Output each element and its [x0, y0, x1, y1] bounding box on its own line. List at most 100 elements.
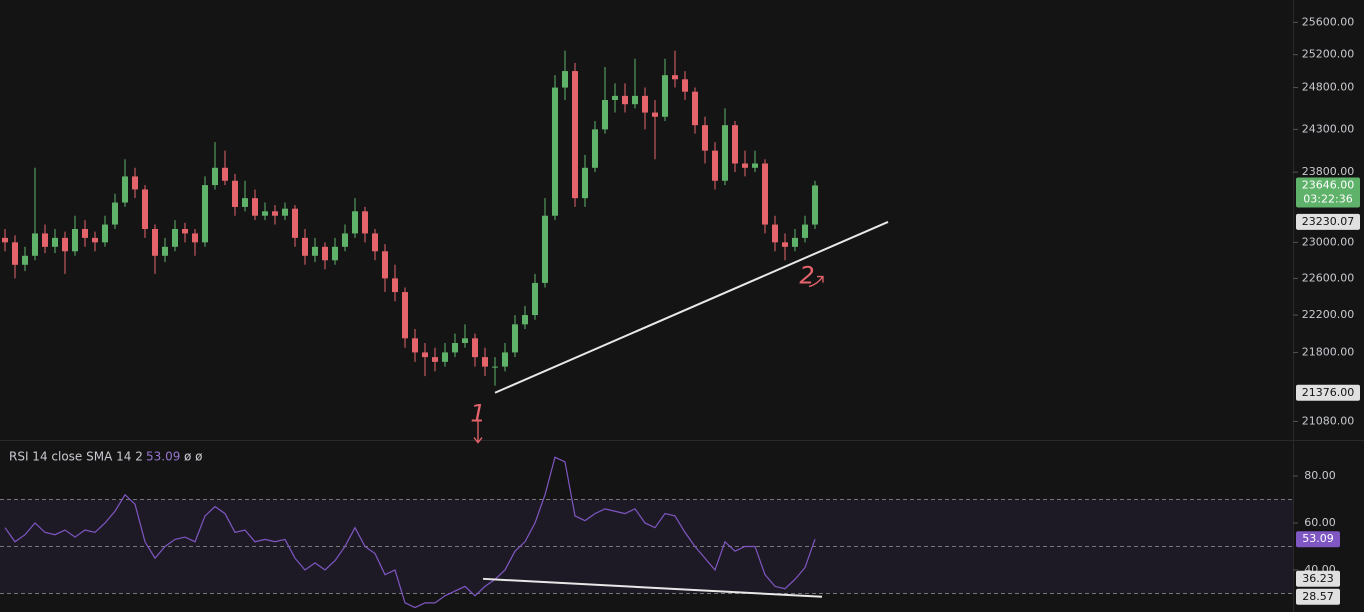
candle-body [362, 211, 368, 234]
candle-body [752, 163, 758, 168]
annotation-arrow [808, 275, 824, 288]
price-tag-label: 23230.07 [1302, 215, 1355, 228]
candle-body [702, 125, 708, 151]
candle-body [652, 112, 658, 117]
candle-body [52, 237, 58, 247]
candle-body [792, 237, 798, 247]
candle-body [472, 338, 478, 358]
candle-body [92, 237, 98, 243]
candle-body [112, 202, 118, 225]
last-price-tag [1296, 177, 1360, 208]
countdown: 03:22:36 [1303, 192, 1352, 205]
candle-body [22, 255, 28, 265]
candle-body [632, 95, 638, 105]
candle-body [222, 167, 228, 181]
price-tag-label: 21376.00 [1302, 386, 1355, 399]
candle-body [322, 246, 328, 261]
candle-body [742, 163, 748, 168]
candle-body [532, 282, 538, 316]
candle-body [382, 251, 388, 279]
candle-body [242, 198, 248, 207]
rsi-line [4, 456, 816, 609]
candle-body [172, 228, 178, 247]
y-tick-label: 21800.00 [1302, 345, 1355, 358]
candle-body [402, 292, 408, 339]
rsi-title: RSI 14 close SMA 14 2 [9, 450, 143, 464]
candle-body [72, 228, 78, 252]
y-tick-label: 23800.00 [1302, 165, 1355, 178]
y-tick-label: 22600.00 [1302, 271, 1355, 284]
candle-body [292, 208, 298, 238]
candle-body [262, 211, 268, 216]
candle-body [782, 242, 788, 247]
candle-body [232, 180, 238, 207]
candle-body [162, 246, 168, 256]
candle-body [582, 167, 588, 199]
candle-body [452, 343, 458, 353]
last-price-label: 23646.00 [1302, 178, 1355, 191]
candle-body [2, 237, 8, 243]
trendline [494, 220, 889, 394]
rsi-trend-tag [1296, 588, 1340, 605]
y-tick-label: 24800.00 [1302, 81, 1355, 94]
candle-body [672, 75, 678, 80]
candle-body [462, 338, 468, 344]
y-tick-label: 60.00 [1304, 516, 1336, 529]
candle-body [412, 338, 418, 353]
candle-body [212, 167, 218, 186]
candle-body [572, 71, 578, 199]
candle-body [142, 189, 148, 229]
y-tick-label: 23000.00 [1302, 235, 1355, 248]
candle-body [272, 211, 278, 216]
rsi-trendline [482, 577, 823, 598]
candle-body [122, 176, 128, 203]
y-tick-label: 80.00 [1304, 469, 1336, 482]
candle-body [592, 129, 598, 168]
rsi-tag [1296, 531, 1340, 548]
candle-body [82, 228, 88, 238]
candle-body [562, 71, 568, 88]
candle-body [732, 125, 738, 164]
candle-body [692, 91, 698, 126]
rsi-trend-label: 36.23 [1302, 572, 1334, 585]
candle-body [622, 95, 628, 105]
candle-body [102, 224, 108, 243]
candle-body [482, 357, 488, 367]
rsi-legend-value: 53.09 [146, 450, 180, 464]
candle-body [252, 198, 258, 216]
candle-body [372, 233, 378, 252]
y-tick-label: 25200.00 [1302, 48, 1355, 61]
candle-body [392, 278, 398, 293]
candle-body [802, 224, 808, 238]
candle-body [612, 95, 618, 101]
y-tick-label: 24300.00 [1302, 122, 1355, 135]
candle-body [762, 163, 768, 225]
candle-body [202, 185, 208, 243]
rsi-trend-label: 28.57 [1302, 590, 1334, 603]
candle-body [42, 233, 48, 247]
candle-body [552, 87, 558, 216]
annotation: 1 [470, 400, 485, 428]
y-tick-label: 22200.00 [1302, 308, 1355, 321]
candle-body [602, 100, 608, 130]
candle-body [62, 237, 68, 252]
candle-body [32, 233, 38, 256]
candle-body [492, 366, 498, 368]
candle-body [512, 324, 518, 353]
annotation-arrow [473, 420, 483, 444]
candle-body [642, 95, 648, 113]
candle-body [152, 228, 158, 256]
candle-body [132, 176, 138, 190]
candle-body [502, 352, 508, 367]
candle-body [722, 125, 728, 181]
candle-body [182, 228, 188, 234]
rsi-tag-label: 53.09 [1302, 532, 1334, 545]
candle-body [332, 246, 338, 261]
candle-body [282, 208, 288, 216]
candle-body [192, 233, 198, 243]
y-tick-label: 25600.00 [1302, 15, 1355, 28]
candle-body [342, 233, 348, 247]
price-pane: 25600.00 25200.00 24800.00 24300.00 23800.00… [2, 15, 1360, 444]
